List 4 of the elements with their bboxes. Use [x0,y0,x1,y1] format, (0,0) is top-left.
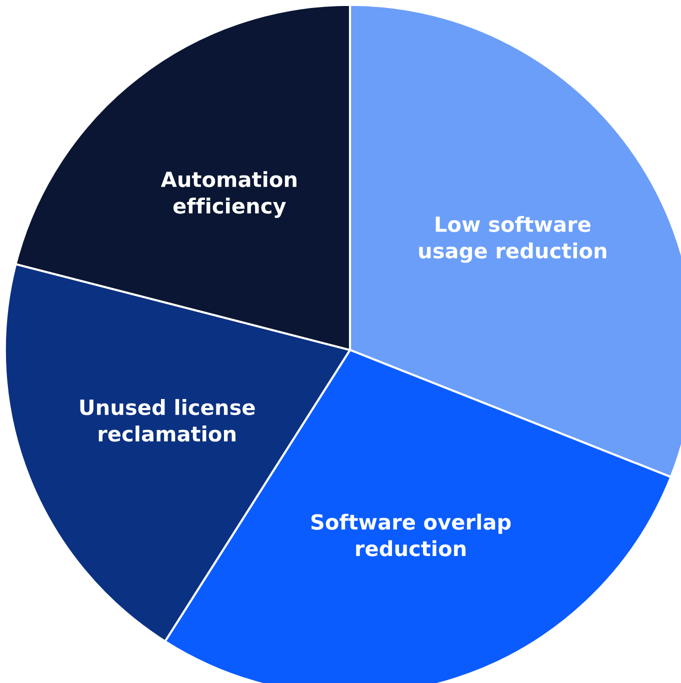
slice-label: Automation efficiency [160,171,296,218]
slice-label: Unused license reclamation [80,399,255,442]
slice-label: Low software usage reduction [419,216,606,263]
slice-label: Software overlap reduction [311,514,511,556]
